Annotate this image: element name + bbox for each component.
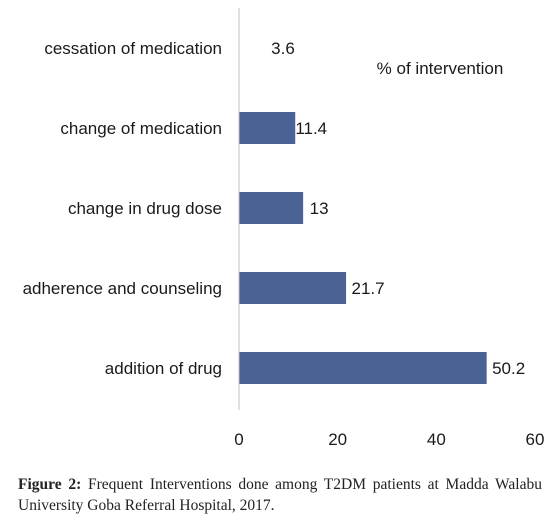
plot-area: cessation of medication 3.6 change of medi… — [23, 39, 545, 449]
category-label: change of medication — [60, 119, 222, 138]
bar — [239, 192, 304, 224]
figure-caption-text: Frequent Interventions done among T2DM p… — [18, 476, 542, 514]
data-label: 13 — [310, 199, 329, 218]
data-label: 50.2 — [492, 359, 525, 378]
bar-chart: cessation of medication 3.6 change of medi… — [23, 8, 545, 449]
bar — [239, 272, 347, 304]
data-label: 21.7 — [352, 279, 385, 298]
figure-caption-label: Figure 2: — [18, 476, 82, 493]
x-tick-label: 60 — [526, 430, 545, 449]
x-tick-label: 40 — [427, 430, 446, 449]
category-label: cessation of medication — [44, 39, 222, 58]
data-label: 11.4 — [295, 119, 327, 138]
bar — [239, 112, 296, 144]
legend-label: % of intervention — [377, 59, 504, 78]
figure-caption: Figure 2: Frequent Interventions done am… — [18, 474, 542, 516]
category-label: adherence and counseling — [23, 279, 222, 298]
bar — [239, 352, 487, 384]
category-label: addition of drug — [105, 359, 222, 378]
data-label: 3.6 — [271, 39, 295, 58]
x-tick-label: 20 — [328, 430, 347, 449]
category-label: change in drug dose — [68, 199, 222, 218]
x-tick-label: 0 — [234, 430, 243, 449]
